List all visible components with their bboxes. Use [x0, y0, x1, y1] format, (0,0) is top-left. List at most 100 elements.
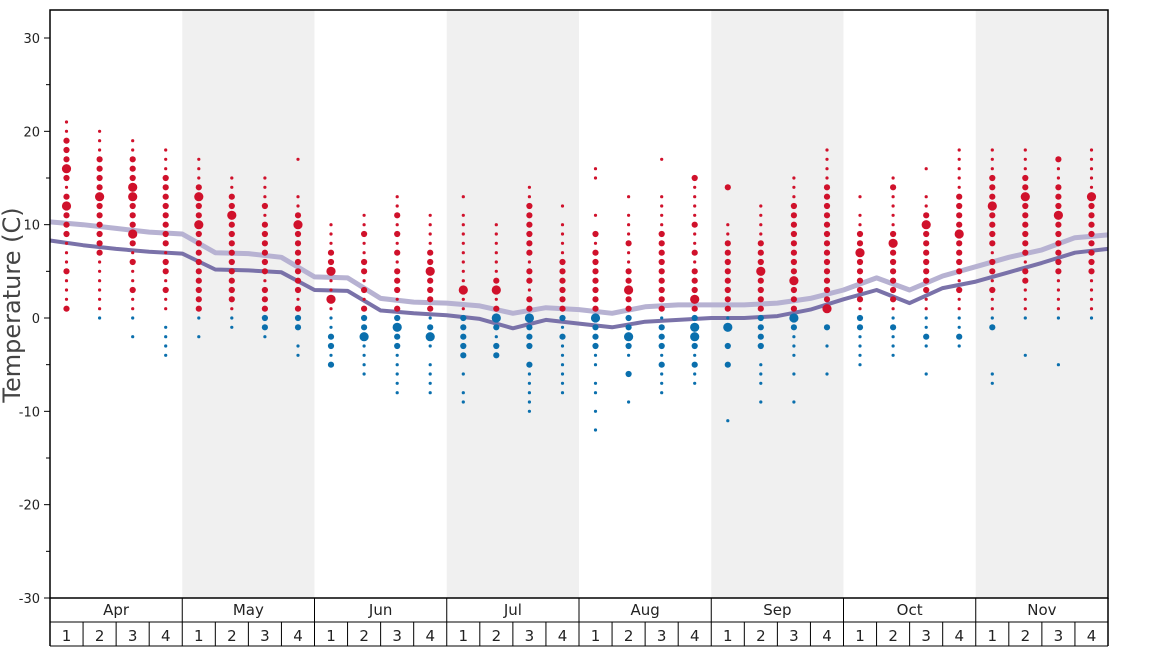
- temperature-dot: [560, 223, 565, 227]
- temperature-dot: [1089, 297, 1094, 301]
- temperature-dot: [493, 324, 500, 331]
- week-label: 4: [161, 627, 171, 645]
- temperature-dot: [590, 313, 601, 323]
- temperature-dot: [460, 324, 467, 331]
- temperature-dot: [64, 251, 69, 255]
- temperature-dot: [627, 223, 631, 227]
- temperature-dot: [858, 195, 862, 199]
- temperature-dot: [131, 335, 135, 339]
- temperature-dot: [923, 333, 930, 340]
- temperature-dot: [427, 305, 434, 312]
- temperature-dot: [491, 313, 501, 323]
- temperature-dot: [362, 372, 366, 376]
- temperature-dot: [990, 251, 994, 255]
- temperature-dot: [757, 240, 764, 247]
- temperature-dot: [494, 335, 498, 339]
- temperature-dot: [724, 249, 731, 256]
- temperature-dot: [1089, 185, 1094, 189]
- temperature-dot: [1089, 279, 1094, 283]
- temperature-dot: [559, 258, 566, 266]
- temperature-dot: [526, 324, 533, 331]
- temperature-dot: [790, 221, 798, 228]
- temperature-dot: [823, 212, 831, 219]
- temperature-dot: [891, 204, 895, 208]
- temperature-dot: [658, 342, 665, 350]
- temperature-dot: [856, 268, 864, 275]
- temperature-dot: [527, 391, 532, 395]
- temperature-dot: [693, 204, 697, 208]
- temperature-dot: [294, 230, 302, 238]
- temperature-dot: [494, 269, 498, 273]
- temperature-dot: [461, 195, 465, 199]
- temperature-dot: [1056, 297, 1060, 301]
- temperature-dot: [64, 288, 69, 292]
- temperature-dot: [989, 174, 996, 182]
- temperature-dot: [428, 213, 432, 217]
- temperature-dot: [64, 241, 69, 245]
- temperature-dot: [362, 363, 366, 367]
- temperature-dot: [858, 307, 862, 311]
- week-label: 2: [624, 627, 634, 645]
- temperature-dot: [395, 353, 399, 357]
- temperature-dot: [658, 258, 665, 266]
- temperature-dot: [361, 324, 368, 331]
- temperature-dot: [693, 213, 697, 217]
- week-label: 3: [789, 627, 799, 645]
- temperature-dot: [956, 221, 963, 228]
- temperature-dot: [990, 372, 994, 376]
- temperature-dot: [63, 156, 70, 163]
- temperature-dot: [394, 212, 401, 219]
- temperature-dot: [362, 213, 366, 217]
- temperature-dot: [823, 249, 831, 256]
- temperature-dot: [1055, 156, 1062, 163]
- temperature-dot: [261, 258, 268, 266]
- temperature-dot: [923, 240, 930, 247]
- temperature-dot: [693, 232, 697, 236]
- temperature-dot: [627, 400, 631, 404]
- temperature-dot: [162, 193, 169, 200]
- temperature-dot: [1023, 288, 1027, 292]
- temperature-dot: [957, 185, 961, 189]
- temperature-dot: [131, 316, 135, 320]
- temperature-dot: [526, 268, 533, 275]
- temperature-dot: [294, 324, 302, 331]
- temperature-dot: [394, 230, 401, 238]
- temperature-dot: [923, 277, 930, 284]
- temperature-dot: [98, 129, 102, 133]
- temperature-dot: [593, 353, 598, 357]
- temperature-dot: [792, 344, 796, 348]
- temperature-dot: [757, 324, 764, 331]
- temperature-dot: [823, 324, 831, 331]
- temperature-dot: [63, 137, 70, 144]
- temperature-dot: [560, 232, 565, 236]
- temperature-dot: [856, 324, 864, 331]
- month-label: May: [233, 601, 264, 619]
- temperature-dot: [625, 296, 632, 303]
- temperature-dot: [197, 167, 201, 171]
- temperature-dot: [825, 167, 829, 171]
- temperature-dot: [856, 240, 864, 247]
- temperature-dot: [61, 201, 72, 211]
- temperature-dot: [592, 277, 599, 284]
- y-tick-label: -10: [19, 405, 40, 420]
- month-label: Sep: [763, 601, 791, 619]
- temperature-dot: [593, 241, 598, 245]
- temperature-dot: [461, 269, 465, 273]
- temperature-dot: [194, 220, 204, 230]
- temperature-dot: [658, 324, 665, 331]
- temperature-dot: [129, 258, 136, 266]
- temperature-dot: [1088, 202, 1095, 210]
- temperature-dot: [128, 182, 138, 192]
- temperature-dot: [164, 344, 168, 348]
- temperature-dot: [428, 241, 432, 245]
- temperature-dot: [923, 212, 930, 219]
- temperature-dot: [1056, 167, 1060, 171]
- temperature-dot: [362, 223, 366, 227]
- temperature-dot: [660, 353, 664, 357]
- temperature-dot: [757, 305, 764, 312]
- temperature-dot: [924, 195, 928, 199]
- month-label: Jul: [503, 601, 522, 619]
- temperature-dot: [856, 314, 864, 322]
- temperature-dot: [891, 176, 895, 180]
- temperature-dot: [726, 232, 730, 236]
